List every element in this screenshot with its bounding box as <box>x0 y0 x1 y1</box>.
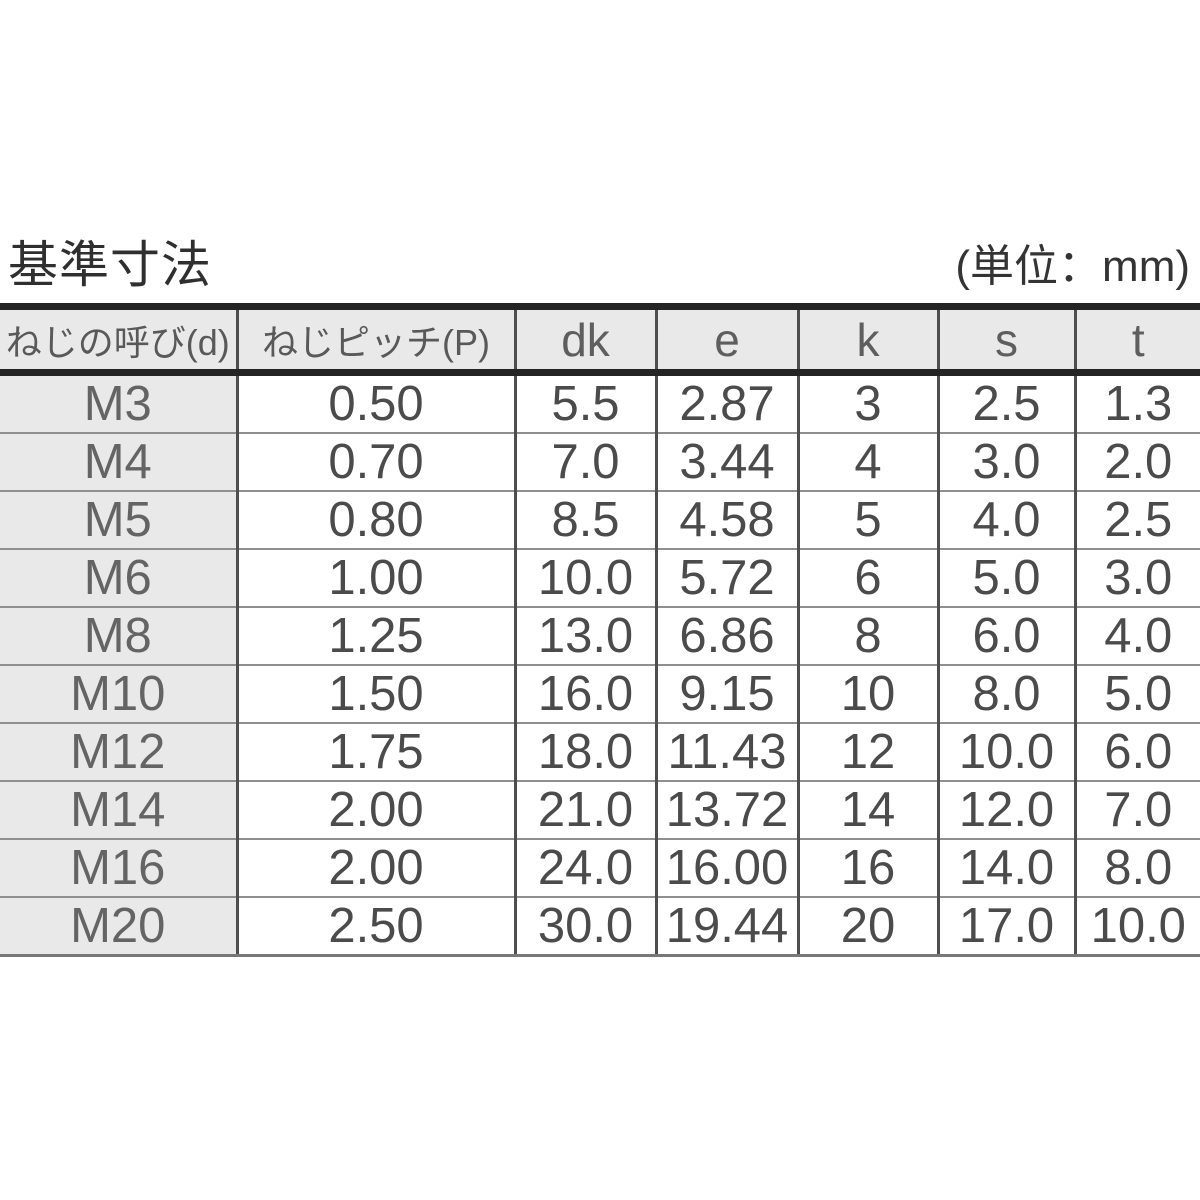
cell-value: 0.80 <box>235 491 515 550</box>
page-title: 基準寸法 <box>8 237 212 293</box>
cell-value: 2.0 <box>1073 433 1200 492</box>
table-row: M6 1.00 10.0 5.72 6 5.0 3.0 <box>0 549 1200 608</box>
cell-value: 10.0 <box>513 549 656 608</box>
column-header-k: k <box>796 306 938 376</box>
row-size-label: M3 <box>0 372 237 434</box>
cell-value: 7.0 <box>1073 781 1200 840</box>
cell-value: 3.44 <box>654 433 798 492</box>
table-body: M3 0.50 5.5 2.87 3 2.5 1.3 M4 0.70 7.0 3.44 4 3.0 2.0… <box>0 372 1200 957</box>
cell-value: 2.50 <box>235 897 515 957</box>
cell-value: 10.0 <box>1073 897 1200 957</box>
column-header-s: s <box>936 306 1075 376</box>
cell-value: 2.00 <box>235 839 515 898</box>
cell-value: 14 <box>796 781 938 840</box>
row-size-label: M8 <box>0 607 237 666</box>
column-header-t: t <box>1073 306 1200 376</box>
table-row: M3 0.50 5.5 2.87 3 2.5 1.3 <box>0 372 1200 434</box>
cell-value: 12 <box>796 723 938 782</box>
cell-value: 2.5 <box>1073 491 1200 550</box>
cell-value: 21.0 <box>513 781 656 840</box>
table-row: M8 1.25 13.0 6.86 8 6.0 4.0 <box>0 607 1200 666</box>
dimensions-table: ねじの呼び(d) ねじピッチ(P) dk e k s t M3 0.50 5.5 2.… <box>0 303 1200 957</box>
row-size-label: M20 <box>0 897 237 957</box>
cell-value: 5.5 <box>513 372 656 434</box>
row-size-label: M6 <box>0 549 237 608</box>
row-size-label: M12 <box>0 723 237 782</box>
table-header: ねじの呼び(d) ねじピッチ(P) dk e k s t <box>0 306 1200 376</box>
cell-value: 4.0 <box>936 491 1075 550</box>
cell-value: 7.0 <box>513 433 656 492</box>
header-row: ねじの呼び(d) ねじピッチ(P) dk e k s t <box>0 306 1200 376</box>
table-row: M4 0.70 7.0 3.44 4 3.0 2.0 <box>0 433 1200 492</box>
cell-value: 1.25 <box>235 607 515 666</box>
row-size-label: M14 <box>0 781 237 840</box>
cell-value: 0.70 <box>235 433 515 492</box>
cell-value: 1.00 <box>235 549 515 608</box>
cell-value: 12.0 <box>936 781 1075 840</box>
cell-value: 1.50 <box>235 665 515 724</box>
row-size-label: M4 <box>0 433 237 492</box>
cell-value: 5.0 <box>1073 665 1200 724</box>
cell-value: 8.5 <box>513 491 656 550</box>
cell-value: 2.87 <box>654 372 798 434</box>
cell-value: 19.44 <box>654 897 798 957</box>
cell-value: 24.0 <box>513 839 656 898</box>
row-size-label: M10 <box>0 665 237 724</box>
row-size-label: M5 <box>0 491 237 550</box>
cell-value: 5 <box>796 491 938 550</box>
cell-value: 6.0 <box>1073 723 1200 782</box>
column-header-dk: dk <box>513 306 656 376</box>
cell-value: 2.00 <box>235 781 515 840</box>
table-row: M16 2.00 24.0 16.00 16 14.0 8.0 <box>0 839 1200 898</box>
cell-value: 5.0 <box>936 549 1075 608</box>
cell-value: 13.72 <box>654 781 798 840</box>
cell-value: 5.72 <box>654 549 798 608</box>
unit-label: (単位：mm) <box>955 242 1190 291</box>
cell-value: 1.3 <box>1073 372 1200 434</box>
row-size-label: M16 <box>0 839 237 898</box>
table-row: M5 0.80 8.5 4.58 5 4.0 2.5 <box>0 491 1200 550</box>
cell-value: 2.5 <box>936 372 1075 434</box>
cell-value: 8 <box>796 607 938 666</box>
cell-value: 18.0 <box>513 723 656 782</box>
cell-value: 16 <box>796 839 938 898</box>
table-row: M10 1.50 16.0 9.15 10 8.0 5.0 <box>0 665 1200 724</box>
column-header-thread-size: ねじの呼び(d) <box>0 306 237 376</box>
cell-value: 3 <box>796 372 938 434</box>
cell-value: 10 <box>796 665 938 724</box>
cell-value: 4.58 <box>654 491 798 550</box>
cell-value: 17.0 <box>936 897 1075 957</box>
cell-value: 14.0 <box>936 839 1075 898</box>
cell-value: 4.0 <box>1073 607 1200 666</box>
cell-value: 11.43 <box>654 723 798 782</box>
table-row: M20 2.50 30.0 19.44 20 17.0 10.0 <box>0 897 1200 957</box>
cell-value: 3.0 <box>936 433 1075 492</box>
cell-value: 13.0 <box>513 607 656 666</box>
cell-value: 6 <box>796 549 938 608</box>
cell-value: 30.0 <box>513 897 656 957</box>
cell-value: 3.0 <box>1073 549 1200 608</box>
cell-value: 0.50 <box>235 372 515 434</box>
cell-value: 4 <box>796 433 938 492</box>
cell-value: 16.0 <box>513 665 656 724</box>
column-header-thread-pitch: ねじピッチ(P) <box>235 306 515 376</box>
cell-value: 1.75 <box>235 723 515 782</box>
column-header-e: e <box>654 306 798 376</box>
table-row: M14 2.00 21.0 13.72 14 12.0 7.0 <box>0 781 1200 840</box>
cell-value: 6.86 <box>654 607 798 666</box>
cell-value: 20 <box>796 897 938 957</box>
cell-value: 16.00 <box>654 839 798 898</box>
cell-value: 8.0 <box>1073 839 1200 898</box>
table-row: M12 1.75 18.0 11.43 12 10.0 6.0 <box>0 723 1200 782</box>
cell-value: 9.15 <box>654 665 798 724</box>
cell-value: 6.0 <box>936 607 1075 666</box>
cell-value: 8.0 <box>936 665 1075 724</box>
cell-value: 10.0 <box>936 723 1075 782</box>
